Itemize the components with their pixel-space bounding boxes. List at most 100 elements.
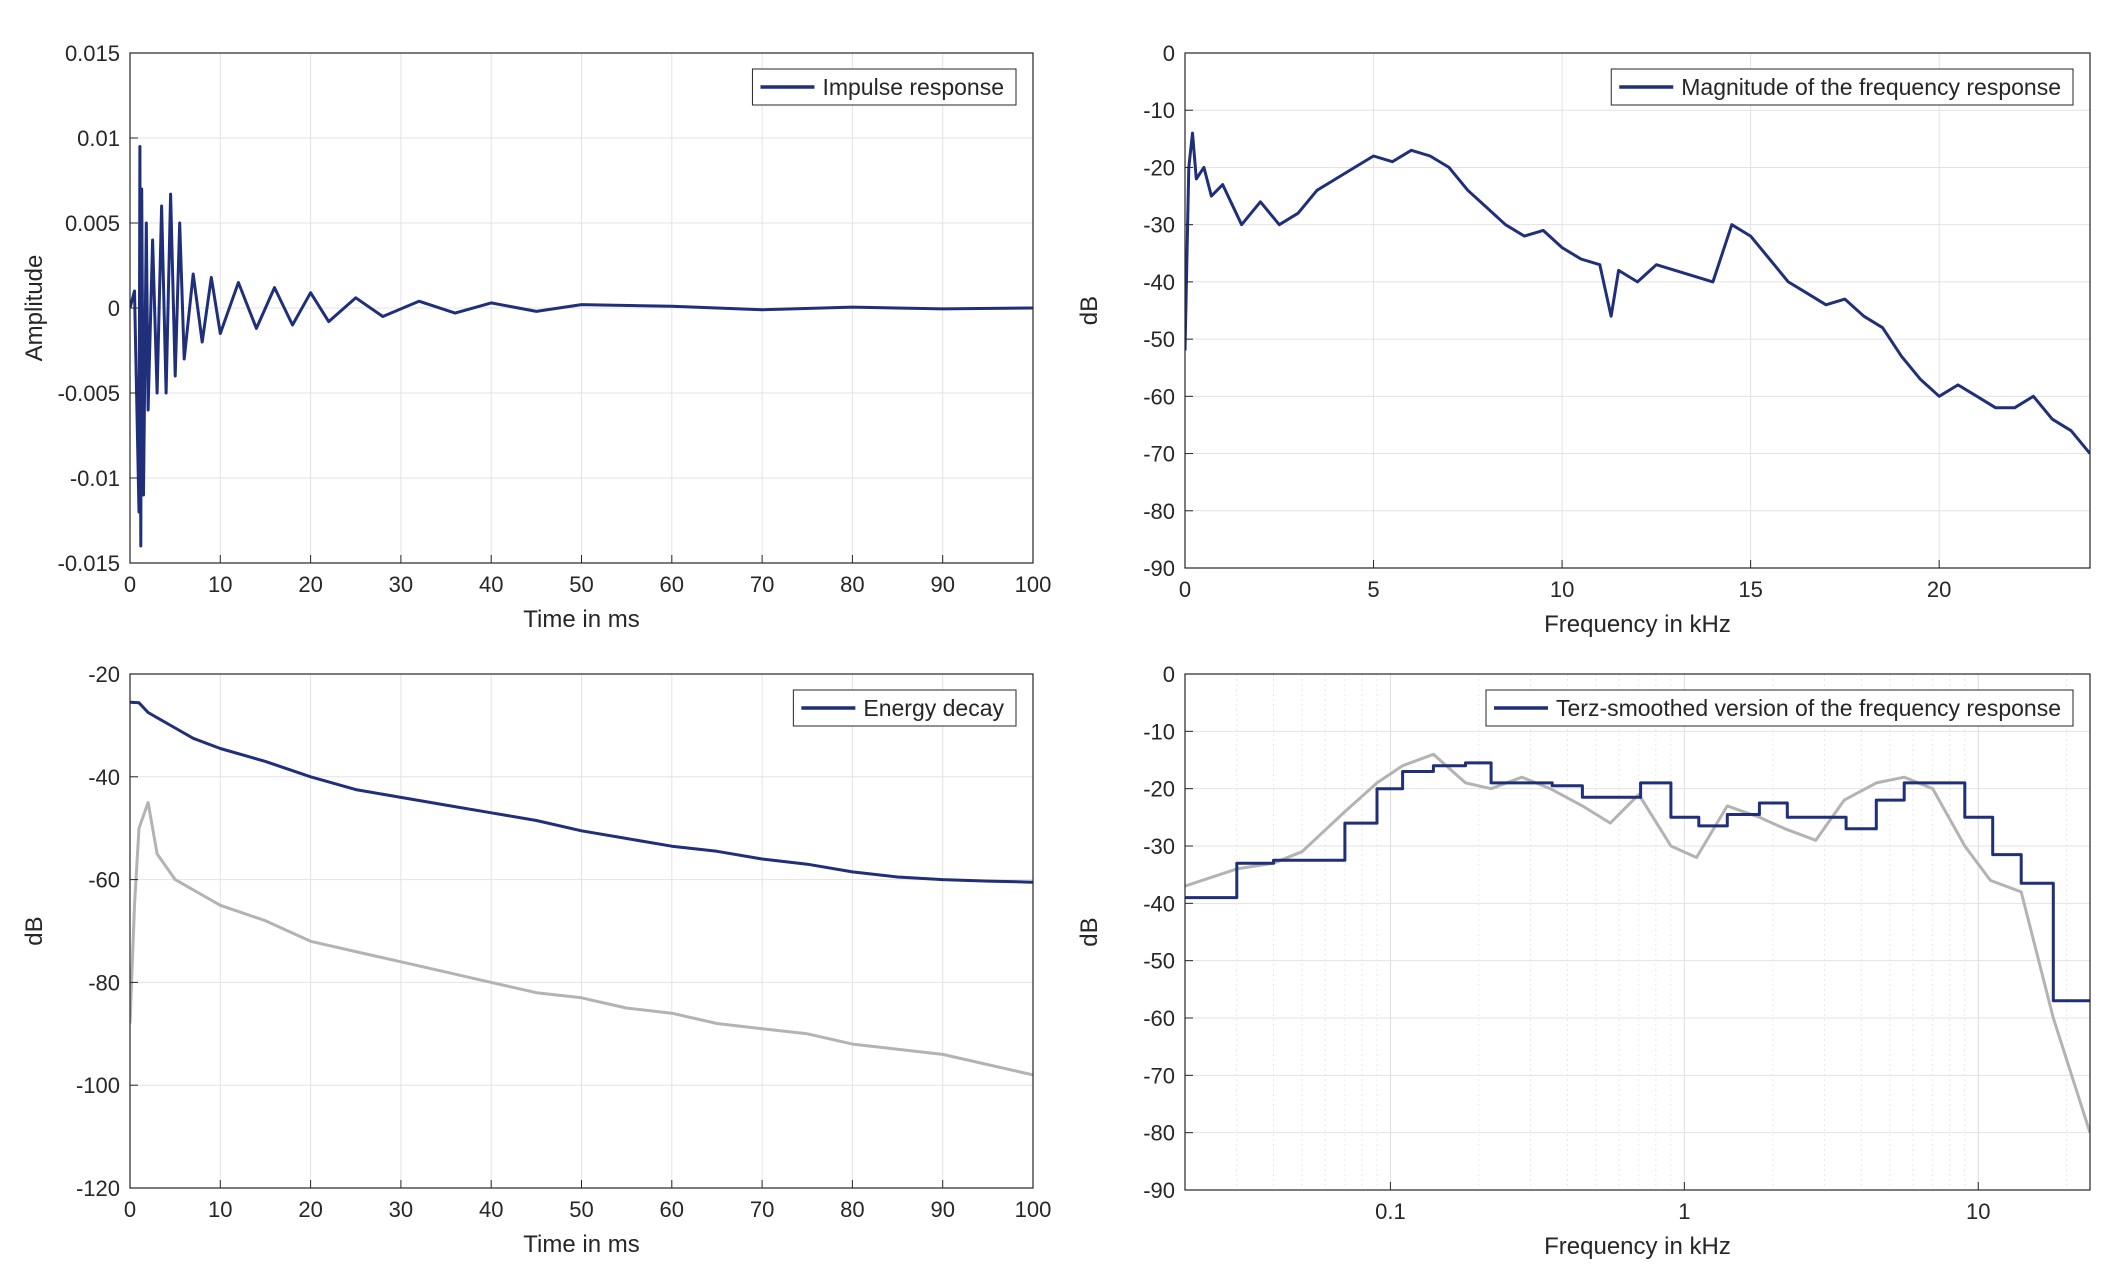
x-tick-label: 1 <box>1678 1199 1690 1224</box>
y-tick-label: 0.01 <box>77 126 120 151</box>
x-tick-label: 90 <box>930 1197 954 1222</box>
y-axis-label: dB <box>1076 296 1103 325</box>
y-tick-label: -70 <box>1143 442 1175 467</box>
x-tick-label: 10 <box>1550 577 1574 602</box>
chart-panel-4: 0.1 1 10 0 -10 -20 -30 -40 -50 -60 -70 -80 -90 Freque… <box>1076 662 2091 1260</box>
x-tick-label: 30 <box>389 1197 413 1222</box>
x-tick-label: 0 <box>1179 577 1191 602</box>
y-tick-label: -0.015 <box>58 551 120 576</box>
y-tick-label: -70 <box>1143 1063 1175 1088</box>
x-tick-label: 20 <box>298 1197 322 1222</box>
legend: Magnitude of the frequency response <box>1610 68 2074 106</box>
plot-area <box>1185 53 2090 568</box>
y-tick-label: -60 <box>1143 1006 1175 1031</box>
y-tick-label: -40 <box>88 765 120 790</box>
x-tick-label: 60 <box>660 1197 684 1222</box>
x-tick-label: 15 <box>1738 577 1762 602</box>
tick-labels: 0 5 10 15 20 0 -10 -20 -30 -40 -50 -60 -70 -80 -90 <box>1143 41 1951 602</box>
x-tick-label: 40 <box>479 572 503 597</box>
y-tick-label: -60 <box>1143 384 1175 409</box>
series-line-1 <box>130 145 1033 548</box>
y-tick-label: 0.015 <box>65 41 120 66</box>
chart-panel-3: 0 10 20 30 40 50 60 70 80 90 100 -20 -40 -60 -80 -100 -1… <box>21 662 1051 1258</box>
x-tick-label: 0 <box>124 572 136 597</box>
legend-label: Magnitude of the frequency response <box>1681 74 2061 100</box>
y-tick-label: -100 <box>76 1073 120 1098</box>
x-tick-label: 80 <box>840 1197 864 1222</box>
y-tick-label: -50 <box>1143 327 1175 352</box>
tick-labels: 0.1 1 10 0 -10 -20 -30 -40 -50 -60 -70 -80 -90 <box>1143 662 1990 1224</box>
grid <box>1184 673 2090 1191</box>
y-tick-label: -10 <box>1143 719 1175 744</box>
legend: Impulse response <box>751 68 1017 106</box>
series-group <box>1185 752 2090 1134</box>
y-axis-label: dB <box>1076 917 1103 946</box>
y-tick-label: 0 <box>1163 662 1175 687</box>
legend-box <box>1485 689 2074 727</box>
y-tick-label: -120 <box>76 1176 120 1201</box>
x-axis-label: Time in ms <box>523 1231 639 1258</box>
x-tick-label: 80 <box>840 572 864 597</box>
tick-labels: 0 10 20 30 40 50 60 70 80 90 100 -20 -40 -60 -80 -100 -1… <box>76 662 1051 1222</box>
chart-panel-2: 0 5 10 15 20 0 -10 -20 -30 -40 -50 -60 -70 -80 -90 Freq… <box>1076 41 2091 638</box>
y-tick-label: -30 <box>1143 834 1175 859</box>
x-tick-label: 70 <box>750 1197 774 1222</box>
y-tick-label: -0.005 <box>58 381 120 406</box>
axes-box <box>1184 673 2091 1191</box>
x-tick-label: 40 <box>479 1197 503 1222</box>
x-tick-label: 50 <box>569 572 593 597</box>
y-tick-label: -20 <box>1143 777 1175 802</box>
x-tick-label: 60 <box>660 572 684 597</box>
x-tick-label: 20 <box>1927 577 1951 602</box>
y-tick-label: -30 <box>1143 213 1175 238</box>
x-axis-label: Frequency in kHz <box>1544 611 1731 638</box>
y-tick-label: -0.01 <box>70 466 120 491</box>
x-axis-label: Time in ms <box>523 606 639 633</box>
y-tick-label: -10 <box>1143 98 1175 123</box>
x-tick-label: 20 <box>298 572 322 597</box>
legend: Energy decay <box>792 689 1017 727</box>
y-tick-label: -80 <box>88 970 120 995</box>
series-group <box>1185 131 2090 455</box>
series-line-2 <box>1185 752 2090 1134</box>
series-line-1 <box>1185 761 2090 1003</box>
x-axis-label: Frequency in kHz <box>1544 1233 1731 1260</box>
legend-box <box>1610 68 2074 106</box>
y-tick-label: -80 <box>1143 1121 1175 1146</box>
x-tick-label: 0.1 <box>1375 1199 1406 1224</box>
x-tick-label: 10 <box>208 1197 232 1222</box>
y-tick-label: -80 <box>1143 499 1175 524</box>
x-tick-label: 10 <box>208 572 232 597</box>
y-tick-label: -20 <box>1143 155 1175 180</box>
series-line-2 <box>130 801 1033 1077</box>
x-tick-label: 90 <box>930 572 954 597</box>
series-group <box>130 145 1033 548</box>
x-tick-label: 70 <box>750 572 774 597</box>
x-tick-label: 50 <box>569 1197 593 1222</box>
x-tick-label: 30 <box>389 572 413 597</box>
legend-label: Impulse response <box>822 74 1004 100</box>
y-tick-label: -60 <box>88 868 120 893</box>
x-tick-label: 5 <box>1367 577 1379 602</box>
series-group <box>130 700 1033 1077</box>
x-tick-label: 100 <box>1015 572 1052 597</box>
axes-box <box>1184 52 2091 569</box>
chart-panel-1: 0 10 20 30 40 50 60 70 80 90 1000.0150.010.0050-0.… <box>21 41 1051 633</box>
y-axis-label: dB <box>21 916 48 945</box>
x-tick-label: 10 <box>1966 1199 1990 1224</box>
y-tick-label: 0 <box>1163 41 1175 66</box>
y-tick-label: -20 <box>88 662 120 687</box>
y-axis-label: Amplitude <box>21 255 48 362</box>
y-tick-label: -90 <box>1143 556 1175 581</box>
legend: Terz-smoothed version of the frequency r… <box>1485 689 2074 727</box>
y-tick-label: 0.005 <box>65 211 120 236</box>
plot-area <box>1185 674 2090 1190</box>
legend-label: Energy decay <box>863 695 1004 721</box>
series-line-1 <box>1185 131 2090 455</box>
x-tick-label: 100 <box>1015 1197 1052 1222</box>
series-line-1 <box>130 700 1033 884</box>
y-tick-label: -40 <box>1143 891 1175 916</box>
y-tick-label: -40 <box>1143 270 1175 295</box>
y-tick-label: -50 <box>1143 949 1175 974</box>
